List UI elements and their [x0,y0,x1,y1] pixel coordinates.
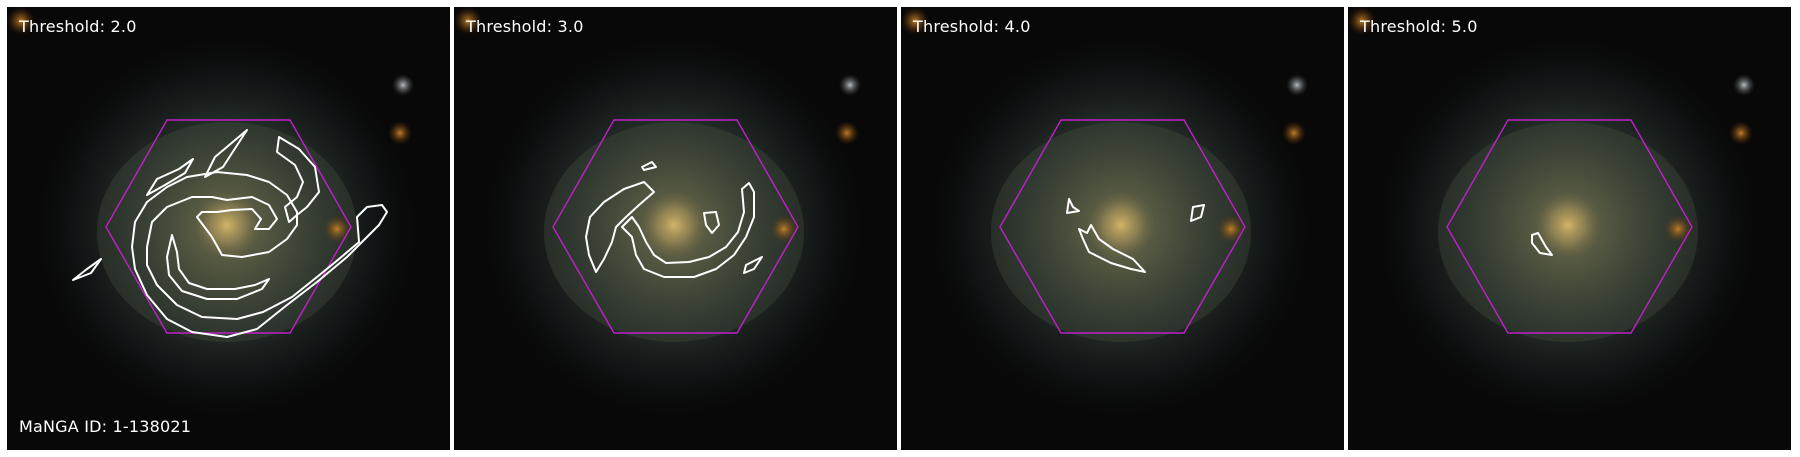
panel-title: Threshold: 2.0 [19,17,137,36]
galaxy-image [7,7,450,450]
panel-title: Threshold: 3.0 [466,17,584,36]
panel-title: Threshold: 4.0 [913,17,1031,36]
threshold-panel-2: Threshold: 3.0 [454,7,897,450]
galaxy-image [901,7,1344,450]
threshold-panel-1: Threshold: 2.0 MaNGA ID: 1-138021 [7,7,450,450]
threshold-panel-4: Threshold: 5.0 [1348,7,1791,450]
galaxy-image [1348,7,1791,450]
galaxy-image [454,7,897,450]
manga-id-label: MaNGA ID: 1-138021 [19,417,192,436]
panel-title: Threshold: 5.0 [1360,17,1478,36]
threshold-panel-strip: Threshold: 2.0 MaNGA ID: 1-138021 Thresh… [7,7,1793,450]
threshold-panel-3: Threshold: 4.0 [901,7,1344,450]
